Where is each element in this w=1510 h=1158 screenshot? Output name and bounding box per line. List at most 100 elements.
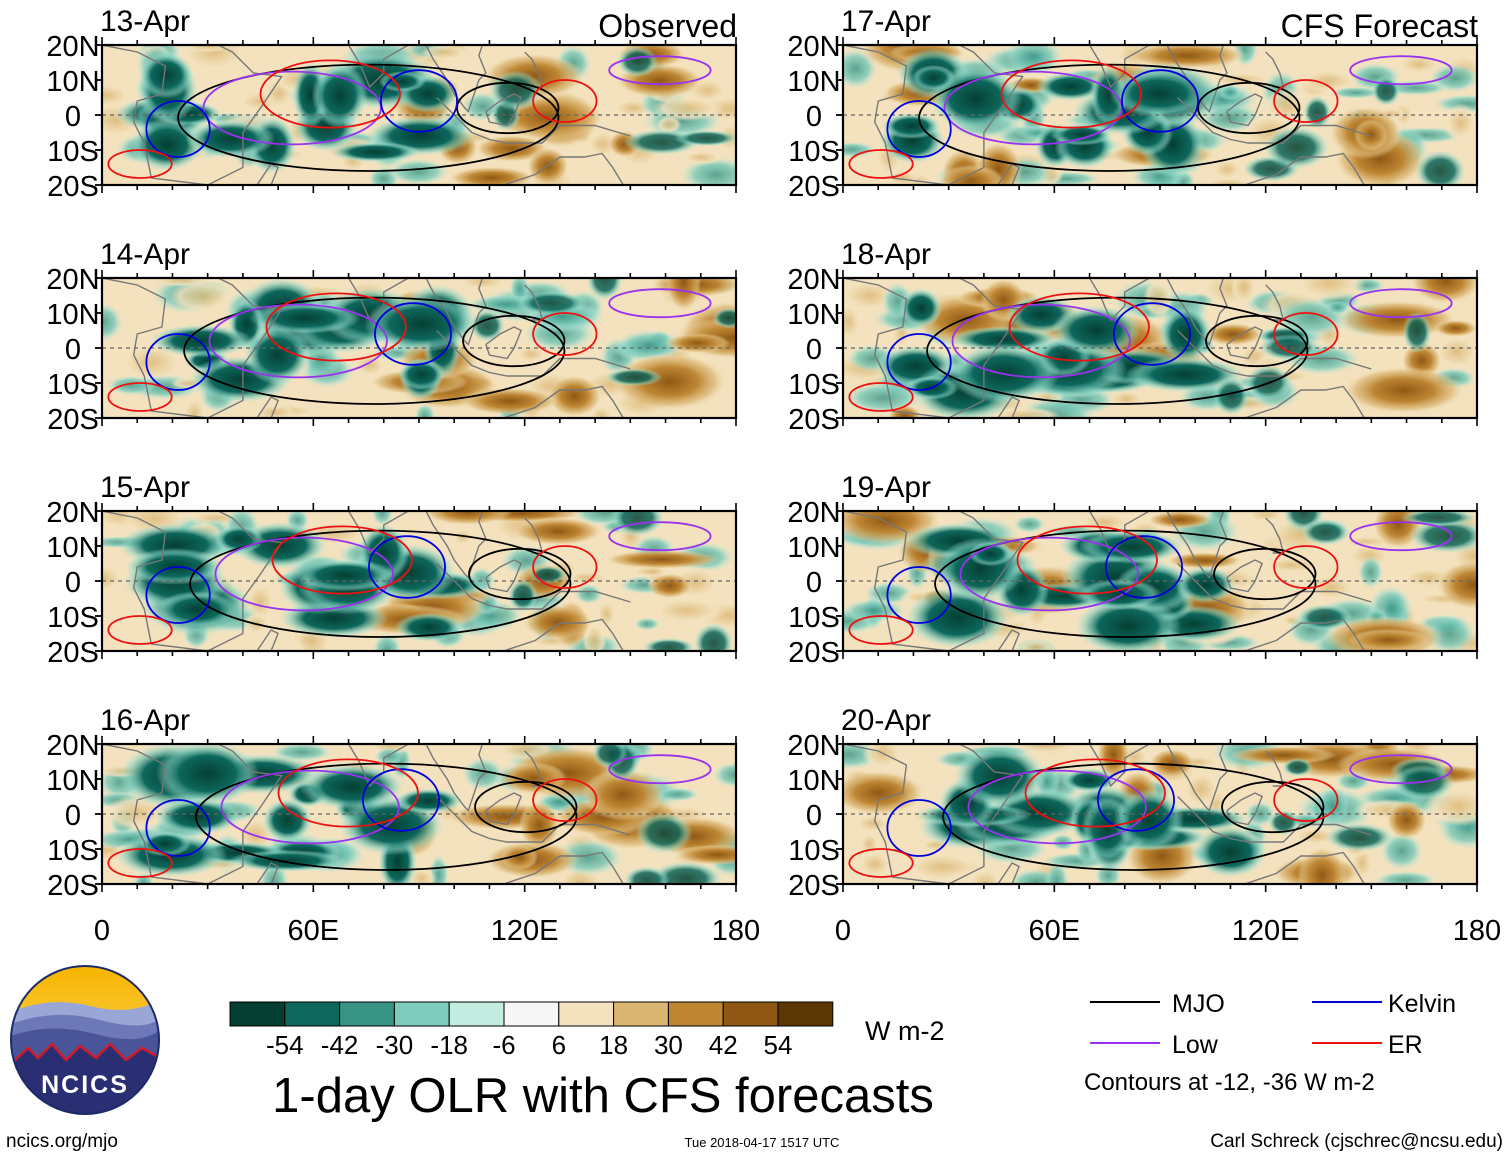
wave-contours <box>848 288 1453 412</box>
olr-field <box>102 278 736 418</box>
lat-tick-label: 10N <box>787 66 840 98</box>
legend-label-er: ER <box>1388 1031 1423 1059</box>
lon-tick-label: 60E <box>1029 915 1081 947</box>
olr-field <box>843 45 1477 185</box>
lon-tick-label: 120E <box>1232 915 1300 947</box>
olr-field <box>102 511 736 651</box>
figure-title: 1-day OLR with CFS forecasts <box>272 1069 934 1123</box>
wave-contours <box>107 754 712 878</box>
lat-tick-label: 10S <box>788 136 840 168</box>
lat-tick-label: 20N <box>46 730 99 762</box>
lat-tick-label: 20S <box>47 870 99 902</box>
panel-date-label: 17-Apr <box>841 5 931 38</box>
panel-date-label: 14-Apr <box>100 238 190 271</box>
colorbar-label: 42 <box>709 1030 738 1060</box>
lon-tick-label: 0 <box>94 915 110 947</box>
olr-field <box>843 744 1477 884</box>
panel-date-label: 13-Apr <box>100 5 190 38</box>
lat-tick-label: 20S <box>788 870 840 902</box>
lon-tick-label: 60E <box>288 915 340 947</box>
colorbar: -54 -42 -30 -18 -6 6 18 30 42 54 <box>229 1001 834 1060</box>
lat-tick-label: 0 <box>806 567 822 599</box>
lat-tick-label: 10N <box>46 66 99 98</box>
lat-tick-label: 10N <box>46 765 99 797</box>
colorbar-swatch <box>777 1001 834 1027</box>
legend-label-low: Low <box>1172 1031 1219 1059</box>
map-panels: 13-Apr20N10N010S20S14-Apr20N10N010S20S15… <box>46 5 1501 947</box>
colorbar-label: -42 <box>321 1030 359 1060</box>
colorbar-units: W m-2 <box>865 1016 944 1046</box>
wave-contours <box>848 55 1453 179</box>
footer-timestamp: Tue 2018-04-17 1517 UTC <box>685 1135 840 1150</box>
olr-field <box>843 278 1477 418</box>
wave-contours <box>107 55 712 179</box>
colorbar-swatch <box>229 1001 286 1027</box>
lat-tick-label: 0 <box>806 800 822 832</box>
lat-tick-label: 10S <box>788 835 840 867</box>
lat-tick-label: 20S <box>788 404 840 436</box>
lat-tick-label: 20N <box>46 497 99 529</box>
lat-tick-label: 0 <box>65 334 81 366</box>
lat-tick-label: 0 <box>65 567 81 599</box>
wave-contours <box>848 521 1453 645</box>
colorbar-label: 18 <box>599 1030 628 1060</box>
lat-tick-label: 20N <box>787 264 840 296</box>
footer-credit: Carl Schreck (cjschrec@ncsu.edu) <box>1210 1131 1503 1152</box>
lon-tick-label: 180 <box>712 915 760 947</box>
lat-tick-label: 10N <box>787 299 840 331</box>
lat-tick-label: 20N <box>46 264 99 296</box>
colorbar-swatch <box>613 1001 669 1027</box>
olr-field <box>102 45 736 185</box>
lat-tick-label: 0 <box>65 800 81 832</box>
footer-url: ncics.org/mjo <box>6 1131 118 1152</box>
colorbar-swatch <box>393 1001 450 1027</box>
ncics-logo: NCICS <box>10 965 160 1115</box>
wave-contours <box>107 521 712 645</box>
coastlines <box>102 45 631 185</box>
colorbar-label: 30 <box>654 1030 683 1060</box>
panel-date-label: 20-Apr <box>841 704 931 737</box>
colorbar-label: -6 <box>492 1030 515 1060</box>
colorbar-label: -30 <box>376 1030 414 1060</box>
lat-tick-label: 20N <box>787 497 840 529</box>
legend-note: Contours at -12, -36 W m-2 <box>1084 1069 1375 1096</box>
lat-tick-label: 10S <box>47 835 99 867</box>
forecast-label: CFS Forecast <box>1281 8 1478 44</box>
colorbar-swatch <box>448 1001 505 1027</box>
wave-contours <box>107 288 712 412</box>
legend-label-mjo: MJO <box>1172 990 1225 1018</box>
lat-tick-label: 20N <box>46 31 99 63</box>
wave-contours <box>848 754 1453 878</box>
lat-tick-label: 10S <box>47 369 99 401</box>
lat-tick-label: 10N <box>46 532 99 564</box>
lat-tick-label: 10N <box>787 765 840 797</box>
olr-field <box>843 511 1477 651</box>
lat-tick-label: 20S <box>788 171 840 203</box>
lat-tick-label: 20S <box>47 171 99 203</box>
colorbar-label: -54 <box>266 1030 304 1060</box>
colorbar-label: 6 <box>552 1030 566 1060</box>
colorbar-swatch <box>667 1001 724 1027</box>
lon-tick-label: 0 <box>835 915 851 947</box>
lat-tick-label: 10S <box>788 602 840 634</box>
lat-tick-label: 20S <box>47 637 99 669</box>
colorbar-label: 54 <box>764 1030 793 1060</box>
lat-tick-label: 20N <box>787 31 840 63</box>
colorbar-swatch <box>503 1001 560 1027</box>
olr-field <box>102 744 736 884</box>
lat-tick-label: 0 <box>65 101 81 133</box>
lat-tick-label: 10S <box>47 136 99 168</box>
lat-tick-label: 10S <box>47 602 99 634</box>
panel-date-label: 16-Apr <box>100 704 190 737</box>
colorbar-swatch <box>558 1001 615 1027</box>
lat-tick-label: 0 <box>806 334 822 366</box>
lat-tick-label: 20S <box>788 637 840 669</box>
colorbar-swatch <box>339 1001 395 1027</box>
observed-label: Observed <box>598 8 737 44</box>
